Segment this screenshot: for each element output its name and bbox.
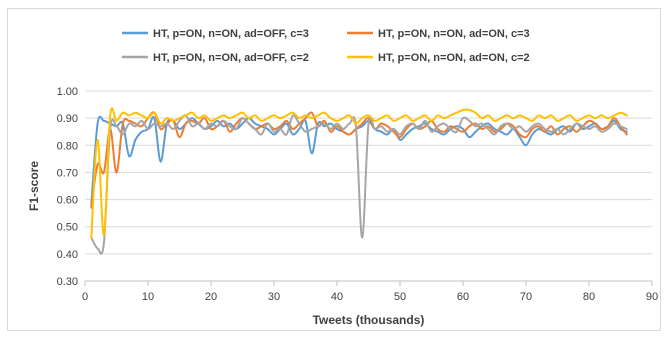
series-line-2 [90, 111, 628, 209]
x-tick-label: 50 [394, 291, 406, 303]
x-axis: 0 10 20 30 40 50 60 70 80 90 [82, 280, 658, 303]
x-tick-label: 80 [583, 291, 595, 303]
x-tick-label: 90 [646, 291, 658, 303]
series-lines [90, 107, 628, 255]
y-tick-label: 0.30 [57, 276, 78, 288]
x-tick-label: 20 [205, 291, 217, 303]
x-tick-label: 70 [520, 291, 532, 303]
legend-label: HT, p=ON, n=ON, ad=ON, c=3 [378, 28, 530, 40]
y-tick-label: 0.70 [57, 167, 78, 179]
x-tick-label: 10 [142, 291, 154, 303]
legend: HT, p=ON, n=ON, ad=OFF, c=3 HT, p=ON, n=O… [122, 28, 530, 64]
x-tick-label: 0 [82, 291, 88, 303]
y-tick-label: 0.90 [57, 113, 78, 125]
legend-label: HT, p=ON, n=ON, ad=ON, c=2 [378, 52, 530, 64]
legend-label: HT, p=ON, n=ON, ad=OFF, c=3 [153, 28, 309, 40]
series-line-4 [90, 107, 628, 239]
x-tick-label: 60 [457, 291, 469, 303]
y-axis: 0.30 0.40 0.50 0.60 0.70 0.80 0.90 1.00 [57, 86, 78, 288]
x-tick-label: 40 [331, 291, 343, 303]
series-line-3 [90, 114, 628, 255]
x-tick-label: 30 [268, 291, 280, 303]
y-tick-label: 0.80 [57, 140, 78, 152]
y-tick-label: 0.40 [57, 249, 78, 261]
y-tick-label: 1.00 [57, 86, 78, 98]
legend-label: HT, p=ON, n=ON, ad=OFF, c=2 [153, 52, 309, 64]
y-axis-title: F1-score [27, 161, 41, 211]
y-tick-label: 0.50 [57, 222, 78, 234]
x-axis-title: Tweets (thousands) [313, 313, 425, 327]
y-tick-label: 0.60 [57, 195, 78, 207]
